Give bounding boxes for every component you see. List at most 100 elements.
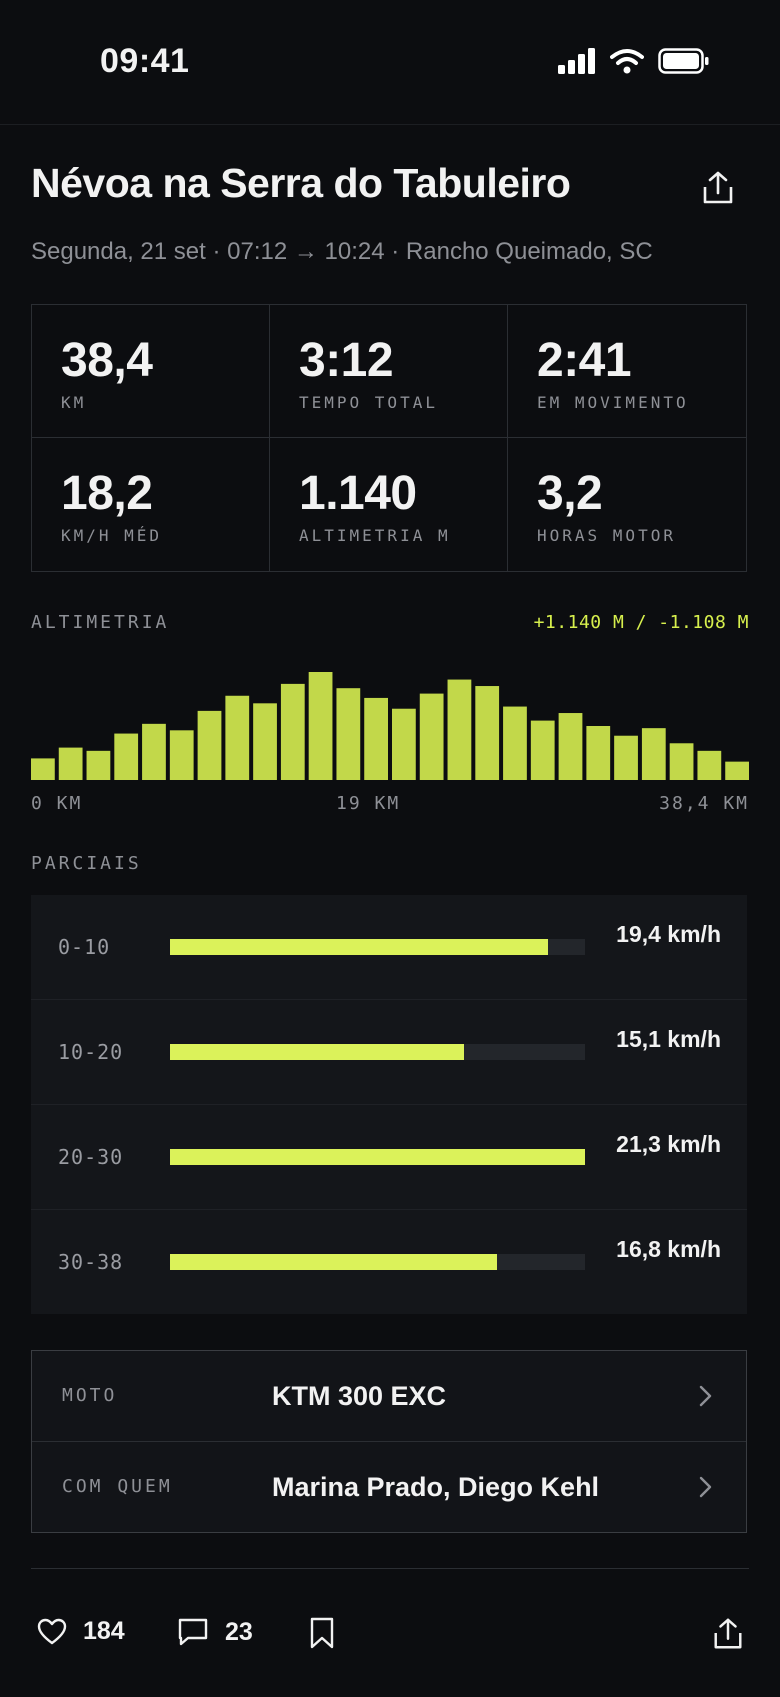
moto-value: KTM 300 EXC <box>272 1381 447 1411</box>
axis-start-label: 0 KM <box>31 793 83 814</box>
share-button[interactable] <box>711 1617 745 1651</box>
like-button[interactable]: 184 <box>37 1617 125 1646</box>
heart-icon <box>37 1618 67 1644</box>
elevation-bar <box>253 703 277 780</box>
stat-total-time: 3:12 TEMPO TOTAL <box>270 305 508 438</box>
split-range: 10-20 <box>58 1040 124 1064</box>
signal-icon <box>558 48 595 74</box>
axis-end-label: 38,4 KM <box>659 793 749 814</box>
elevation-bar <box>614 735 638 780</box>
split-bar-fill <box>170 1149 585 1165</box>
action-bar: 184 23 <box>31 1568 749 1697</box>
stats-grid: 38,4 KM 3:12 TEMPO TOTAL 2:41 EM MOVIMEN… <box>31 304 747 572</box>
stat-engine-hours: 3,2 HORAS MOTOR <box>508 438 746 571</box>
elevation-label: ALTIMETRIA <box>31 612 170 633</box>
split-row: 10-20 15,1 km/h <box>31 1000 747 1105</box>
comment-button[interactable]: 23 <box>177 1617 253 1647</box>
split-bar-track <box>170 1254 585 1270</box>
bookmark-button[interactable] <box>309 1617 335 1649</box>
elevation-bar <box>586 726 611 780</box>
elevation-bar <box>197 710 222 780</box>
elevation-bar <box>336 688 361 780</box>
elevation-bar <box>169 730 194 780</box>
split-range: 20-30 <box>58 1145 124 1169</box>
ride-subtitle: Segunda, 21 set · 07:12 → 10:24 · Rancho… <box>31 238 653 265</box>
stat-value: 1.140 <box>299 467 417 520</box>
split-speed: 19,4 km/h <box>616 921 721 947</box>
chevron-right-icon <box>699 1385 712 1407</box>
split-bar-track <box>170 1044 585 1060</box>
share-icon <box>714 1618 742 1649</box>
elevation-bar <box>31 758 55 780</box>
stat-moving-time: 2:41 EM MOVIMENTO <box>508 305 746 438</box>
stat-label: TEMPO TOTAL <box>299 393 438 412</box>
comment-count: 23 <box>225 1617 253 1646</box>
split-row: 30-38 16,8 km/h <box>31 1210 747 1314</box>
companions-key: COM QUEM <box>62 1476 173 1497</box>
elevation-bar <box>142 723 166 780</box>
split-bar-fill <box>170 939 548 955</box>
split-speed: 15,1 km/h <box>616 1026 721 1052</box>
elevation-bar <box>530 720 555 780</box>
elevation-bar <box>308 672 333 780</box>
stat-value: 3,2 <box>537 467 603 520</box>
split-range: 0-10 <box>58 935 111 959</box>
split-bar-track <box>170 939 585 955</box>
status-time: 09:41 <box>100 42 190 80</box>
stat-label: KM/H MÉD <box>61 526 163 545</box>
stat-label: ALTIMETRIA M <box>299 526 451 545</box>
stat-label: EM MOVIMENTO <box>537 393 689 412</box>
stat-elevation: 1.140 ALTIMETRIA M <box>270 438 508 571</box>
stat-distance: 38,4 KM <box>32 305 270 438</box>
split-bar-fill <box>170 1254 498 1270</box>
elevation-bar <box>697 750 722 780</box>
ride-title: Névoa na Serra do Tabuleiro <box>31 160 571 206</box>
elevation-bar <box>475 686 500 780</box>
chevron-right-icon <box>699 1476 712 1498</box>
elevation-gain-loss: +1.140 M / -1.108 M <box>533 612 749 633</box>
comment-icon <box>178 1618 208 1646</box>
stat-value: 38,4 <box>61 334 153 387</box>
elevation-bar <box>364 697 388 780</box>
stat-value: 2:41 <box>537 334 632 387</box>
elevation-chart <box>31 672 749 780</box>
status-bar: 09:41 <box>0 0 780 125</box>
moto-row[interactable]: MOTO KTM 300 EXC <box>32 1351 746 1442</box>
split-row: 20-30 21,3 km/h <box>31 1105 747 1210</box>
elevation-bar <box>725 761 749 780</box>
stat-value: 18,2 <box>61 467 153 520</box>
moto-key: MOTO <box>62 1385 118 1406</box>
companions-value: Marina Prado, Diego Kehl <box>272 1472 600 1502</box>
companions-row[interactable]: COM QUEM Marina Prado, Diego Kehl <box>32 1442 746 1532</box>
elevation-bar <box>114 733 139 780</box>
elevation-bar <box>225 695 250 780</box>
ride-details: MOTO KTM 300 EXC COM QUEM Marina Prado, … <box>31 1350 747 1533</box>
share-icon[interactable] <box>700 170 736 206</box>
stat-label: HORAS MOTOR <box>537 526 676 545</box>
stat-value: 3:12 <box>299 334 394 387</box>
split-bar-track <box>170 1149 585 1165</box>
elevation-bar <box>419 693 444 780</box>
elevation-bar <box>392 708 416 780</box>
stat-avg-speed: 18,2 KM/H MÉD <box>32 438 270 571</box>
split-bar-fill <box>170 1044 465 1060</box>
like-count: 184 <box>83 1617 125 1645</box>
splits-list: 0-10 19,4 km/h 10-20 15,1 km/h 20-30 21,… <box>31 895 747 1314</box>
elevation-bar <box>669 743 694 780</box>
elevation-bar <box>558 713 583 780</box>
elevation-bar <box>58 747 83 780</box>
axis-mid-label: 19 KM <box>336 793 401 814</box>
split-speed: 16,8 km/h <box>616 1236 721 1262</box>
stat-label: KM <box>61 393 87 412</box>
bookmark-icon <box>310 1617 334 1649</box>
elevation-bar <box>86 750 111 780</box>
elevation-bar <box>503 706 527 780</box>
elevation-bar <box>641 728 666 780</box>
battery-icon <box>658 48 709 74</box>
status-icons <box>558 48 710 74</box>
elevation-bar <box>280 683 305 780</box>
wifi-icon <box>610 49 644 74</box>
split-row: 0-10 19,4 km/h <box>31 895 747 1000</box>
split-range: 30-38 <box>58 1250 124 1274</box>
elevation-bar <box>447 679 472 780</box>
